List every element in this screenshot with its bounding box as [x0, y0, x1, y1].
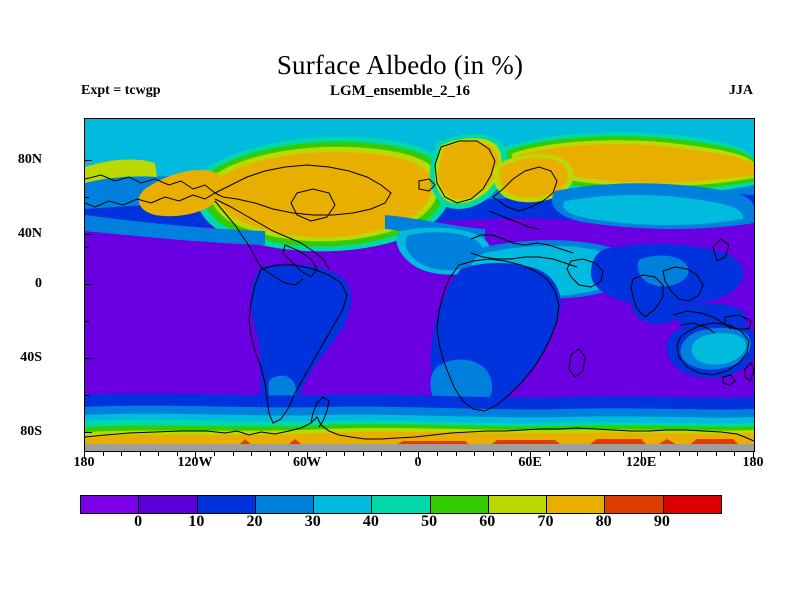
x-tick-label-60w: 60W	[293, 455, 321, 470]
colorbar-band-1	[139, 496, 198, 513]
x-minor-tick	[455, 451, 457, 456]
x-minor-tick	[678, 451, 680, 456]
colorbar-band-5	[372, 496, 431, 513]
x-minor-tick	[511, 451, 513, 456]
x-minor-tick	[492, 451, 494, 456]
colorbar-band-9	[605, 496, 664, 513]
x-minor-tick	[697, 451, 699, 456]
x-minor-tick	[214, 451, 216, 456]
x-minor-tick	[715, 451, 717, 456]
x-tick-label-120w: 120W	[177, 455, 213, 470]
x-tick-label-0: 0	[414, 455, 422, 470]
x-minor-tick	[176, 451, 178, 456]
y-tick-label-40s: 40S	[20, 350, 42, 365]
x-minor-tick	[121, 451, 123, 456]
x-minor-tick	[548, 451, 550, 456]
coastline-layer	[85, 119, 754, 451]
colorbar-label-20: 20	[246, 513, 263, 530]
x-minor-tick	[734, 451, 736, 456]
x-minor-tick	[269, 451, 271, 456]
x-minor-tick	[604, 451, 606, 456]
colorbar-band-4	[314, 496, 373, 513]
x-tick-label-120e: 120E	[625, 455, 657, 470]
y-tick-label-40n: 40N	[17, 226, 42, 241]
colorbar-label-40: 40	[362, 513, 379, 530]
experiment-label: Expt = tcwgp	[81, 83, 161, 98]
x-tick-label-60e: 60E	[518, 455, 542, 470]
colorbar-label-10: 10	[188, 513, 205, 530]
colorbar-label-30: 30	[304, 513, 321, 530]
x-minor-tick	[344, 451, 346, 456]
colorbar-band-0	[81, 496, 140, 513]
x-minor-tick	[288, 451, 290, 456]
colorbar-label-60: 60	[479, 513, 496, 530]
season-label: JJA	[728, 83, 753, 98]
colorbar-band-6	[430, 496, 489, 513]
x-minor-tick	[622, 451, 624, 456]
y-tick-label-80s: 80S	[20, 424, 42, 439]
colorbar-label-90: 90	[653, 513, 670, 530]
x-tick-label-180e: 180	[742, 455, 764, 470]
x-minor-tick	[158, 451, 160, 456]
x-minor-tick	[381, 451, 383, 456]
colorbar-band-10	[663, 496, 721, 513]
x-minor-tick	[474, 451, 476, 456]
colorbar-label-70: 70	[537, 513, 554, 530]
x-minor-tick	[251, 451, 253, 456]
x-minor-tick	[660, 451, 662, 456]
map-plot-area	[84, 118, 755, 452]
colorbar-band-2	[197, 496, 256, 513]
x-minor-tick	[325, 451, 327, 456]
colorbar-band-8	[547, 496, 606, 513]
page-title: Surface Albedo (in %)	[276, 50, 524, 80]
x-minor-tick	[139, 451, 141, 456]
x-minor-tick	[102, 451, 104, 456]
colorbar-label-80: 80	[595, 513, 612, 530]
y-tick-label-0: 0	[35, 276, 42, 291]
chart-subtitle: LGM_ensemble_2_16	[330, 83, 470, 99]
x-minor-tick	[567, 451, 569, 456]
y-tick-label-80n: 80N	[17, 152, 42, 167]
colorbar-label-0: 0	[134, 513, 143, 530]
x-minor-tick	[362, 451, 364, 456]
x-minor-tick	[232, 451, 234, 456]
colorbar-label-50: 50	[421, 513, 438, 530]
colorbar-band-7	[488, 496, 548, 513]
x-tick-label-180w: 180	[73, 455, 95, 470]
x-minor-tick	[399, 451, 401, 456]
colorbar	[80, 495, 722, 514]
colorbar-band-3	[255, 496, 315, 513]
x-minor-tick	[585, 451, 587, 456]
x-minor-tick	[437, 451, 439, 456]
